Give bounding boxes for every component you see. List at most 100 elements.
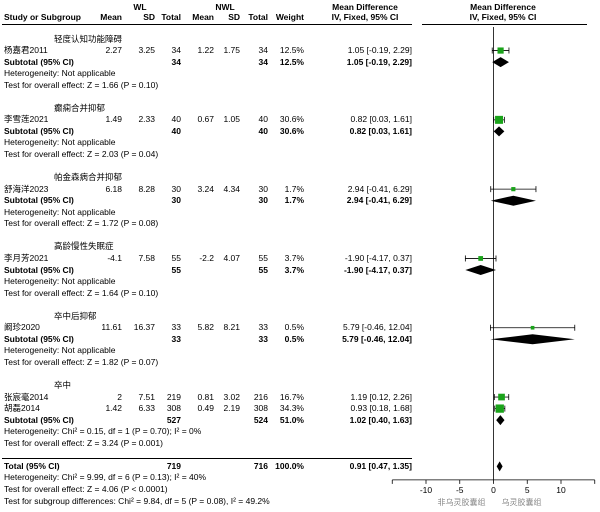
x-tick-label: 10 <box>556 485 566 495</box>
note-row: Test for subgroup differences: Chi² = 9.… <box>0 496 600 507</box>
n1-cell: 40 <box>171 114 181 125</box>
study-square <box>498 393 505 401</box>
n2-cell: 30 <box>258 195 268 206</box>
m1-cell: 2 <box>117 391 122 402</box>
study-label: 杨嘉君2011 <box>4 45 48 56</box>
ci-cell: 2.94 [-0.41, 6.29] <box>347 183 412 194</box>
stat-note: Heterogeneity: Not applicable <box>4 345 116 356</box>
total-row: Total (95% CI) 719 716 100.0% 0.91 [0.47, 1.… <box>0 461 600 472</box>
note-row: Heterogeneity: Not applicable <box>0 207 600 218</box>
stat-note: Test for subgroup differences: Chi² = 9.… <box>4 495 270 506</box>
stat-note: Test for overall effect: Z = 2.03 (P = 0… <box>4 149 159 159</box>
ci-cell: 0.93 [0.18, 1.68] <box>350 403 412 414</box>
n1-cell: 33 <box>171 333 181 344</box>
summary-diamond <box>490 195 536 206</box>
summary-diamond <box>465 265 496 275</box>
stat-note: Heterogeneity: Not applicable <box>4 137 116 148</box>
study-label: Subtotal (95% CI) <box>4 414 74 425</box>
m2-cell: 5.82 <box>197 322 214 333</box>
m2-cell: 0.81 <box>197 391 214 402</box>
stat-note: Test for overall effect: Z = 1.82 (P = 0… <box>4 356 159 367</box>
summary-diamond <box>496 415 505 426</box>
n1-cell: 30 <box>171 183 181 194</box>
sd1-cell: 6.33 <box>138 403 155 414</box>
sd1-cell: 8.28 <box>138 183 155 194</box>
study-row: 李月芳2021 -4.1 7.58 55 -2.2 4.07 55 3.7% -1.90 [-4… <box>0 253 600 264</box>
study-row: 阚珍2020 11.61 16.37 33 5.82 8.21 33 0.5% 5.79 [-0… <box>0 322 600 333</box>
x-label-right: 乌灵胶囊组 <box>502 497 542 507</box>
sd1-header: SD <box>143 12 155 22</box>
study-label: Subtotal (95% CI) <box>4 264 74 275</box>
m2-cell: 0.67 <box>197 114 214 125</box>
subgroup-label: 癫痫合并抑郁 <box>54 102 106 113</box>
study-square <box>497 47 504 54</box>
summary-diamond <box>490 334 575 345</box>
weight-cell: 0.5% <box>284 322 304 333</box>
group-row: 癫痫合并抑郁 <box>0 103 600 114</box>
n2-cell: 55 <box>258 252 268 263</box>
m2-cell: 0.49 <box>197 403 214 414</box>
ci-cell: 1.05 [-0.19, 2.29] <box>346 56 412 67</box>
stat-note: Test for overall effect: Z = 1.64 (P = 0… <box>4 287 159 298</box>
plot-title: Mean Difference <box>470 2 536 12</box>
ci-cell: 1.05 [-0.19, 2.29] <box>347 45 412 56</box>
note-row: Test for overall effect: Z = 2.03 (P = 0… <box>0 149 600 160</box>
m1-cell: 1.42 <box>105 403 122 414</box>
ci-cell: 5.79 [-0.46, 12.04] <box>343 322 412 333</box>
mean2-header: Mean <box>192 12 214 22</box>
n1-cell: 527 <box>166 414 181 425</box>
study-label: Subtotal (95% CI) <box>4 195 74 206</box>
study-row: 张宸毫2014 2 7.51 219 0.81 3.02 216 16.7% 1.19 [0.1… <box>0 392 600 403</box>
subtotal-row: Subtotal (95% CI) 55 55 3.7% -1.90 [-4.17, 0… <box>0 265 600 276</box>
sd1-cell: 7.51 <box>138 391 155 402</box>
weight-cell: 3.7% <box>284 252 304 263</box>
subtotal-row: Subtotal (95% CI) 527 524 51.0% 1.02 [0.40, … <box>0 415 600 426</box>
study-square <box>478 256 484 261</box>
sd2-cell: 4.34 <box>223 183 240 194</box>
summary-diamond <box>492 57 509 68</box>
stat-note: Heterogeneity: Chi² = 0.15, df = 1 (P = … <box>4 426 202 437</box>
sd2-cell: 3.02 <box>223 391 240 402</box>
sd1-cell: 16.37 <box>133 322 155 333</box>
note-row: Heterogeneity: Not applicable <box>0 68 600 79</box>
n2-cell: 40 <box>258 114 268 125</box>
stat-note: Heterogeneity: Not applicable <box>4 276 116 287</box>
n2-cell: 716 <box>253 460 268 471</box>
n2-cell: 34 <box>258 45 268 56</box>
stat-note: Test for overall effect: Z = 1.66 (P = 0… <box>4 79 159 90</box>
weight-cell: 12.5% <box>279 56 304 67</box>
weight-header: Weight <box>275 12 304 22</box>
m1-cell: 6.18 <box>105 183 122 194</box>
n1-cell: 719 <box>166 460 181 471</box>
stat-note: Heterogeneity: Not applicable <box>4 206 116 217</box>
study-square <box>530 325 535 330</box>
note-row: Test for overall effect: Z = 1.66 (P = 0… <box>0 80 600 91</box>
m1-cell: -4.1 <box>107 252 122 263</box>
group-row: 轻度认知功能障碍 <box>0 34 600 45</box>
note-row: Heterogeneity: Not applicable <box>0 137 600 148</box>
study-label: Subtotal (95% CI) <box>4 56 74 67</box>
ci-cell: -1.90 [-4.17, 0.37] <box>343 264 412 275</box>
plot-sub: IV, Fixed, 95% CI <box>469 12 537 22</box>
m1-cell: 1.49 <box>105 114 122 125</box>
summary-diamond <box>496 461 503 472</box>
weight-cell: 51.0% <box>279 414 304 425</box>
stat-note: Heterogeneity: Not applicable <box>4 68 116 79</box>
study-square <box>495 115 504 124</box>
total-rule <box>2 458 412 460</box>
study-label: 舒海洋2023 <box>4 183 49 194</box>
study-label: 张宸毫2014 <box>4 391 49 402</box>
subtotal-row: Subtotal (95% CI) 30 30 1.7% 2.94 [-0.41, 6.… <box>0 195 600 206</box>
subtotal-row: Subtotal (95% CI) 33 33 0.5% 5.79 [-0.46, 12… <box>0 334 600 345</box>
n1-cell: 308 <box>166 403 181 414</box>
weight-cell: 30.6% <box>279 114 304 125</box>
header-groups: WL NWL Mean Difference Mean Difference <box>0 2 600 13</box>
sd2-cell: 1.75 <box>223 45 240 56</box>
plot-header-rule <box>422 24 587 25</box>
subgroup-label: 帕金森病合并抑郁 <box>54 172 123 183</box>
n2-cell: 33 <box>258 333 268 344</box>
ci-cell: 2.94 [-0.41, 6.29] <box>346 195 412 206</box>
summary-diamond <box>493 126 505 137</box>
subgroup-label: 高龄慢性失眠症 <box>54 241 114 252</box>
